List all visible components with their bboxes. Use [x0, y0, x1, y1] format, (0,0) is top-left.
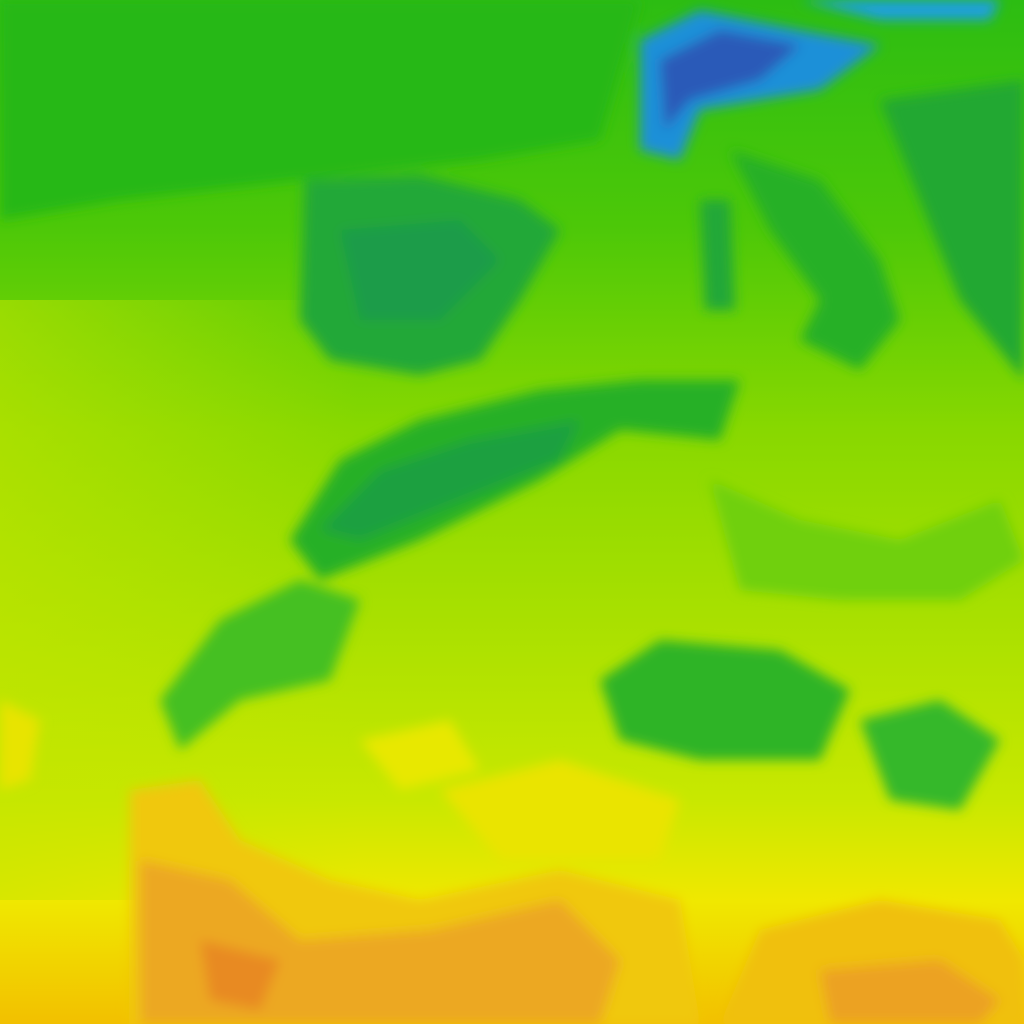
north-cold [800, 0, 1000, 20]
sahara-hottest [200, 940, 280, 1010]
atlas [290, 380, 740, 580]
balkans [880, 80, 1024, 380]
italy [730, 150, 900, 370]
west-ridge [160, 580, 360, 750]
cool-north [0, 0, 640, 220]
corsica-sardinia [700, 200, 735, 310]
eastern-plateau [710, 480, 1024, 600]
alps-peaks [660, 30, 800, 130]
warm-patch-south [440, 760, 680, 860]
sahara-east-hot [820, 960, 1000, 1024]
atlas-high [320, 420, 580, 540]
hoggar [600, 640, 850, 760]
iberia-plateau [340, 220, 500, 320]
tassili [860, 700, 1000, 810]
warm-patch-west [0, 700, 40, 790]
warm-patch [360, 720, 480, 790]
